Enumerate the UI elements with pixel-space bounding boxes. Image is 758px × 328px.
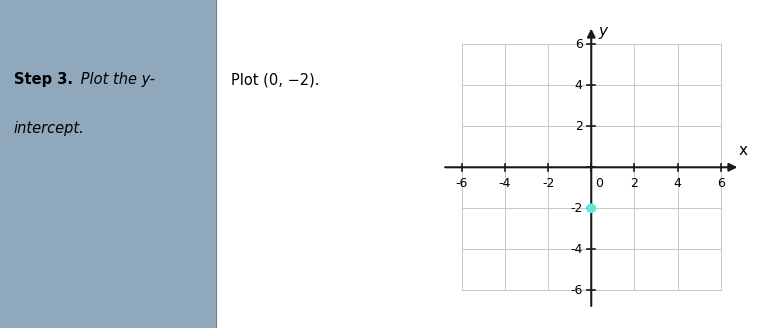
Text: y: y bbox=[599, 24, 608, 39]
Text: 6: 6 bbox=[575, 38, 583, 51]
Text: 4: 4 bbox=[674, 176, 681, 190]
Text: Plot (0, −2).: Plot (0, −2). bbox=[231, 72, 320, 87]
Text: Step 3.: Step 3. bbox=[14, 72, 73, 87]
Text: -6: -6 bbox=[456, 176, 468, 190]
Text: 2: 2 bbox=[575, 120, 583, 133]
Point bbox=[585, 206, 597, 211]
Text: -6: -6 bbox=[570, 284, 583, 297]
Text: -4: -4 bbox=[570, 243, 583, 256]
Text: 0: 0 bbox=[595, 176, 603, 190]
Text: -4: -4 bbox=[499, 176, 511, 190]
Text: intercept.: intercept. bbox=[14, 121, 84, 136]
Text: Plot the y-: Plot the y- bbox=[76, 72, 155, 87]
Text: 6: 6 bbox=[717, 176, 725, 190]
Text: 4: 4 bbox=[575, 79, 583, 92]
Text: x: x bbox=[739, 143, 748, 158]
Text: -2: -2 bbox=[570, 202, 583, 215]
Text: -2: -2 bbox=[542, 176, 554, 190]
Text: 2: 2 bbox=[631, 176, 638, 190]
